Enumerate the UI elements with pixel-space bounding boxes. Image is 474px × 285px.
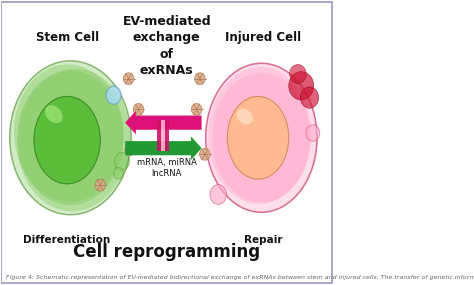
Ellipse shape — [289, 72, 314, 100]
Ellipse shape — [207, 64, 316, 211]
Ellipse shape — [210, 185, 227, 204]
Ellipse shape — [237, 109, 253, 125]
Ellipse shape — [208, 67, 311, 204]
Ellipse shape — [290, 64, 306, 84]
Text: EV-mediated
exchange
of
exRNAs: EV-mediated exchange of exRNAs — [122, 15, 211, 77]
Ellipse shape — [17, 70, 124, 205]
Ellipse shape — [191, 103, 202, 115]
Ellipse shape — [106, 86, 121, 104]
Ellipse shape — [301, 87, 319, 108]
Bar — [162, 120, 165, 150]
Ellipse shape — [18, 69, 130, 211]
Text: mRNA, miRNA
lncRNA: mRNA, miRNA lncRNA — [137, 158, 197, 178]
Text: Stem Cell: Stem Cell — [36, 31, 99, 44]
Ellipse shape — [14, 64, 124, 202]
Ellipse shape — [45, 105, 63, 123]
Ellipse shape — [123, 73, 134, 85]
FancyArrow shape — [125, 111, 201, 135]
Bar — [157, 120, 161, 150]
Text: Repair: Repair — [244, 235, 283, 245]
Text: Figure 4: Schematic representation of EV-mediated bidirectional exchange of exRN: Figure 4: Schematic representation of EV… — [6, 274, 474, 280]
Text: Cell reprogramming: Cell reprogramming — [73, 243, 260, 261]
Ellipse shape — [306, 125, 320, 141]
Bar — [157, 120, 161, 150]
Ellipse shape — [228, 96, 289, 179]
Ellipse shape — [195, 73, 205, 85]
Ellipse shape — [212, 73, 310, 203]
Ellipse shape — [133, 103, 144, 115]
Text: Differentiation: Differentiation — [24, 235, 111, 245]
Ellipse shape — [34, 96, 100, 184]
Ellipse shape — [10, 62, 130, 213]
Bar — [165, 120, 169, 150]
Bar — [165, 120, 169, 150]
Ellipse shape — [114, 167, 124, 179]
Ellipse shape — [200, 148, 210, 160]
Bar — [162, 120, 165, 150]
Text: Injured Cell: Injured Cell — [225, 31, 301, 44]
Ellipse shape — [114, 152, 129, 170]
Ellipse shape — [95, 179, 106, 191]
Ellipse shape — [125, 144, 136, 156]
FancyArrow shape — [125, 136, 201, 160]
